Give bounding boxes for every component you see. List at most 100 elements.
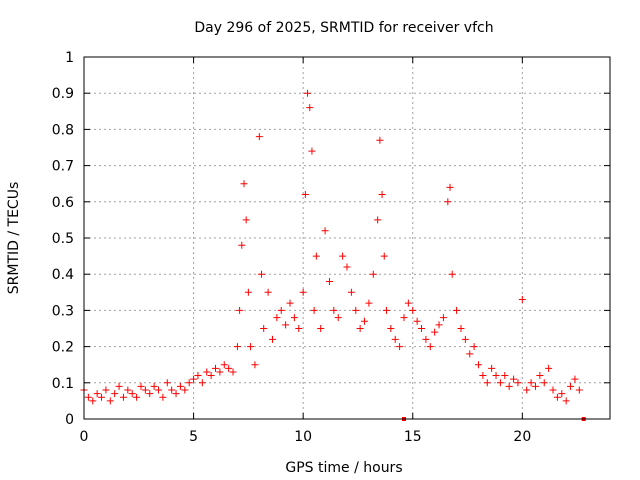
data-point bbox=[483, 379, 491, 387]
data-point bbox=[163, 379, 171, 387]
data-point bbox=[545, 364, 553, 372]
data-point bbox=[225, 364, 233, 372]
x-tick-label: 20 bbox=[513, 429, 531, 445]
data-point bbox=[523, 386, 531, 394]
data-point bbox=[549, 386, 557, 394]
data-point bbox=[310, 306, 318, 314]
data-point bbox=[334, 314, 342, 322]
plot-marks bbox=[80, 89, 586, 421]
data-point bbox=[286, 299, 294, 307]
data-point bbox=[181, 386, 189, 394]
data-point bbox=[558, 390, 566, 398]
data-point bbox=[426, 343, 434, 351]
data-point bbox=[496, 379, 504, 387]
data-point bbox=[194, 372, 202, 380]
data-point bbox=[93, 390, 101, 398]
data-point bbox=[321, 227, 329, 235]
data-point bbox=[150, 382, 158, 390]
data-point bbox=[255, 133, 263, 141]
data-point bbox=[466, 350, 474, 358]
y-tick-label: 0.8 bbox=[52, 122, 74, 138]
data-point bbox=[273, 314, 281, 322]
data-point bbox=[146, 390, 154, 398]
data-point bbox=[176, 382, 184, 390]
data-point bbox=[540, 379, 548, 387]
data-point bbox=[470, 343, 478, 351]
data-point bbox=[304, 89, 312, 97]
data-point bbox=[518, 296, 526, 304]
data-point bbox=[418, 325, 426, 332]
x-axis-label: GPS time / hours bbox=[285, 460, 402, 476]
data-point bbox=[260, 325, 268, 332]
x-tick-label: 15 bbox=[404, 429, 422, 445]
data-point bbox=[185, 379, 193, 387]
y-tick-label: 1 bbox=[65, 50, 74, 66]
data-point bbox=[567, 382, 575, 390]
data-point bbox=[198, 379, 206, 387]
data-point bbox=[190, 375, 198, 383]
data-point bbox=[571, 375, 579, 383]
data-point bbox=[172, 390, 180, 398]
data-point bbox=[396, 343, 404, 351]
data-point bbox=[115, 382, 123, 390]
data-point bbox=[514, 379, 522, 387]
data-point bbox=[299, 288, 307, 296]
data-point bbox=[376, 136, 384, 144]
data-point bbox=[536, 372, 544, 380]
data-point bbox=[444, 198, 452, 206]
data-point bbox=[347, 288, 355, 296]
data-point bbox=[240, 180, 248, 188]
y-tick-label: 0.3 bbox=[52, 303, 74, 319]
data-point bbox=[413, 317, 421, 325]
data-point bbox=[258, 270, 266, 278]
data-point bbox=[251, 361, 259, 369]
data-point bbox=[505, 382, 513, 390]
data-point bbox=[378, 191, 386, 199]
data-point bbox=[453, 306, 461, 314]
data-point bbox=[431, 328, 439, 336]
data-point bbox=[236, 306, 244, 314]
data-point bbox=[400, 314, 408, 322]
data-point bbox=[422, 335, 430, 343]
data-point bbox=[244, 288, 252, 296]
y-tick-label: 0.6 bbox=[52, 195, 74, 211]
y-tick-label: 0.2 bbox=[52, 340, 74, 356]
data-point bbox=[475, 361, 482, 369]
data-point bbox=[317, 325, 325, 332]
data-point bbox=[374, 216, 382, 224]
data-point bbox=[391, 335, 399, 343]
data-point bbox=[233, 343, 241, 351]
data-point bbox=[312, 252, 320, 260]
data-point bbox=[339, 252, 347, 260]
data-point bbox=[575, 386, 583, 394]
data-point bbox=[106, 397, 114, 405]
data-point bbox=[137, 382, 145, 390]
data-point bbox=[356, 325, 364, 332]
data-point bbox=[212, 364, 219, 372]
data-point bbox=[247, 343, 255, 351]
data-point bbox=[553, 393, 561, 401]
data-point bbox=[409, 306, 417, 314]
data-point bbox=[448, 270, 456, 278]
y-tick-label: 0.9 bbox=[52, 86, 74, 102]
data-point bbox=[479, 372, 487, 380]
data-point bbox=[242, 216, 250, 224]
data-point bbox=[277, 306, 285, 314]
data-point bbox=[124, 386, 132, 394]
data-point bbox=[461, 335, 469, 343]
data-point bbox=[264, 288, 272, 296]
data-point bbox=[380, 252, 388, 260]
grid bbox=[84, 57, 610, 419]
data-point bbox=[290, 314, 298, 322]
data-point bbox=[84, 393, 92, 401]
data-point bbox=[439, 314, 447, 322]
x-tick-label: 0 bbox=[80, 429, 89, 445]
data-point bbox=[155, 386, 163, 394]
y-tick-label: 0.5 bbox=[52, 231, 74, 247]
data-point bbox=[343, 263, 351, 271]
y-tick-label: 0 bbox=[65, 412, 74, 428]
data-point bbox=[102, 386, 110, 394]
data-point bbox=[141, 386, 149, 394]
